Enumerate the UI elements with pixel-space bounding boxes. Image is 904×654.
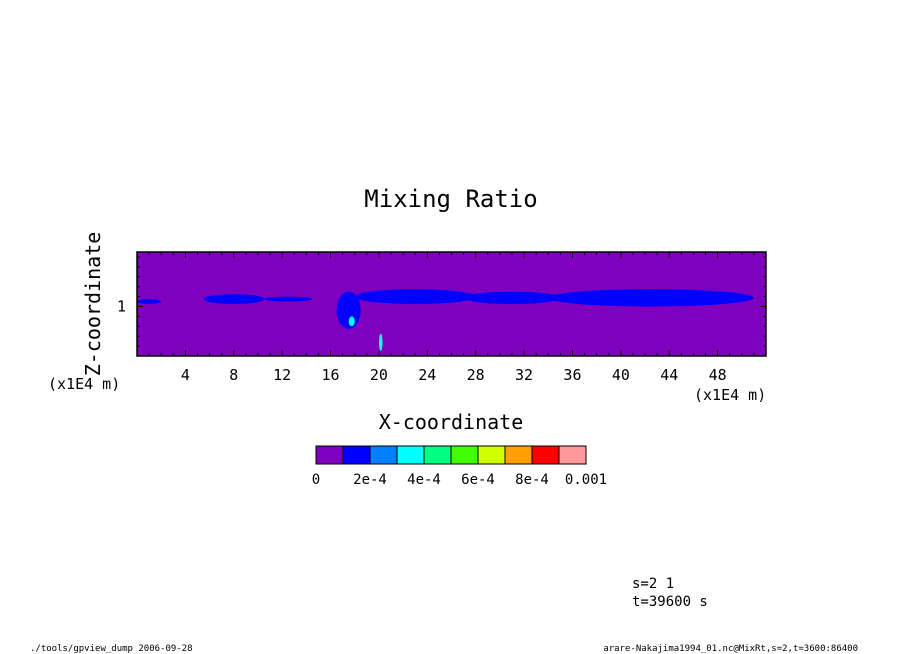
x-axis-label: X-coordinate bbox=[379, 410, 524, 434]
colorbar-swatch bbox=[558, 445, 587, 465]
feature-1 bbox=[203, 294, 265, 304]
colorbar-swatch bbox=[369, 445, 398, 465]
colorbar-swatch bbox=[477, 445, 506, 465]
time-annotation: t=39600 s bbox=[632, 594, 708, 610]
axis-ticks bbox=[137, 252, 766, 356]
feature-5 bbox=[378, 333, 383, 352]
colorbar-label: 4e-4 bbox=[407, 472, 441, 488]
chart-title: Mixing Ratio bbox=[364, 185, 537, 213]
colorbar-label: 2e-4 bbox=[353, 472, 387, 488]
footer-right: arare-Nakajima1994_01.nc@MixRt,s=2,t=360… bbox=[603, 644, 858, 654]
x-tick-label: 24 bbox=[418, 366, 436, 384]
colorbar-labels: 0 2e-4 4e-4 6e-4 8e-4 0.001 bbox=[312, 472, 607, 488]
colorbar-swatch bbox=[423, 445, 452, 465]
y-axis-label: Z-coordinate bbox=[81, 232, 105, 377]
x-tick-label: 16 bbox=[322, 366, 340, 384]
x-tick-label: 32 bbox=[515, 366, 533, 384]
slice-annotation: s=2 1 bbox=[632, 576, 674, 592]
footer-left: ./tools/gpview_dump 2006-09-28 bbox=[30, 644, 193, 654]
x-tick-label: 4 bbox=[181, 366, 190, 384]
x-tick-label: 28 bbox=[467, 366, 485, 384]
colorbar-label: 6e-4 bbox=[461, 472, 495, 488]
x-tick-label: 36 bbox=[563, 366, 581, 384]
x-tick-label: 8 bbox=[229, 366, 238, 384]
feature-3 bbox=[336, 291, 361, 329]
colorbar-label: 0 bbox=[312, 472, 320, 488]
x-tick-labels: 4 8 12 16 20 24 28 32 36 40 44 48 bbox=[181, 366, 727, 384]
colorbar bbox=[315, 445, 587, 465]
colorbar-swatch bbox=[450, 445, 479, 465]
colorbar-swatch bbox=[396, 445, 425, 465]
y-tick-label: 1 bbox=[117, 297, 126, 315]
y-unit-label: (x1E4 m) bbox=[48, 375, 120, 393]
contour-features bbox=[137, 289, 754, 352]
feature-2 bbox=[264, 296, 313, 302]
x-tick-label: 12 bbox=[273, 366, 291, 384]
colorbar-swatch bbox=[342, 445, 371, 465]
x-tick-label: 20 bbox=[370, 366, 388, 384]
y-tick-labels: 1 bbox=[117, 297, 126, 315]
feature-0 bbox=[137, 299, 162, 304]
x-tick-label: 48 bbox=[709, 366, 727, 384]
x-tick-label: 40 bbox=[612, 366, 630, 384]
colorbar-swatch bbox=[504, 445, 533, 465]
x-tick-label: 44 bbox=[660, 366, 678, 384]
colorbar-label: 8e-4 bbox=[515, 472, 549, 488]
feature-4 bbox=[348, 316, 355, 327]
feature-8 bbox=[548, 289, 754, 307]
colorbar-swatch bbox=[531, 445, 560, 465]
feature-7 bbox=[463, 291, 561, 304]
colorbar-label: 0.001 bbox=[565, 472, 607, 488]
feature-6 bbox=[354, 289, 476, 305]
x-unit-label: (x1E4 m) bbox=[694, 386, 766, 404]
colorbar-swatch bbox=[315, 445, 344, 465]
